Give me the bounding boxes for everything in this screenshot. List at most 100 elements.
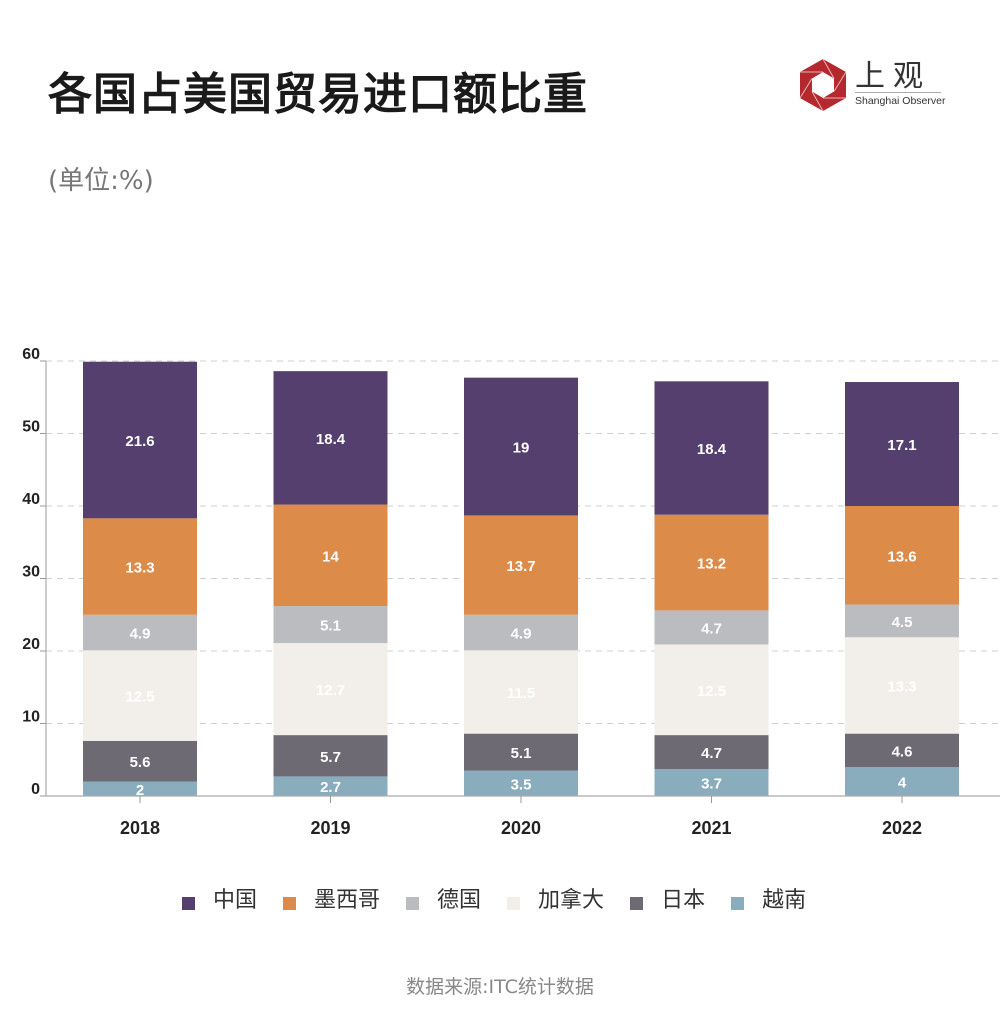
bar-segment xyxy=(273,735,388,777)
stacked-bar-chart: 25.612.54.913.321.62.75.712.75.11418.43.… xyxy=(22,346,1000,838)
bar-segment xyxy=(273,606,388,644)
bar-value-label: 21.6 xyxy=(125,433,154,450)
bars: 25.612.54.913.321.62.75.712.75.11418.43.… xyxy=(83,361,959,799)
bar-value-label: 5.7 xyxy=(320,749,341,766)
legend-swatch xyxy=(283,896,297,910)
bar-segment xyxy=(83,740,197,782)
bar-value-label: 13.2 xyxy=(697,556,726,573)
logo-divider xyxy=(855,92,941,93)
bar-segment xyxy=(83,518,197,615)
bar-value-label: 18.4 xyxy=(697,441,727,458)
bar-value-label: 4.7 xyxy=(701,745,722,762)
legend-label: 德国 xyxy=(437,888,482,913)
shanghai-observer-logo: 上观 Shanghai Observer xyxy=(795,55,945,115)
legend-label: 墨西哥 xyxy=(314,888,381,913)
bar-value-label: 13.6 xyxy=(887,548,916,565)
legend-label: 越南 xyxy=(762,888,807,913)
bar-value-label: 4.7 xyxy=(701,620,722,637)
legend-swatch xyxy=(630,896,644,910)
bar-segment xyxy=(845,506,959,605)
bar-value-label: 17.1 xyxy=(887,437,916,454)
bar-segment xyxy=(273,776,388,796)
legend-item: 越南 xyxy=(731,882,806,914)
y-tick-label: 50 xyxy=(22,419,40,436)
bar-value-label: 3.5 xyxy=(511,776,532,793)
bar-segment xyxy=(845,733,959,767)
bar-segment xyxy=(654,769,769,796)
bar-segment xyxy=(654,514,769,611)
bar-segment xyxy=(464,377,578,516)
bar-value-label: 12.7 xyxy=(316,682,345,699)
bar-stack-2020: 3.5 5.1 11.5 4.9 13.7 19 xyxy=(464,377,578,796)
bar-stack-2018: 2 5.6 12.5 4.9 13.3 21.6 xyxy=(83,361,197,799)
legend: 中国 墨西哥 德国 加拿大 日本 越南 xyxy=(182,882,832,914)
bar-segment xyxy=(464,770,578,796)
bar-segment xyxy=(273,371,388,505)
bar-value-label: 4.9 xyxy=(511,626,532,643)
legend-swatch xyxy=(507,896,521,910)
legend-label: 日本 xyxy=(661,888,706,913)
bar-value-label: 4.9 xyxy=(130,626,151,643)
bar-segment xyxy=(654,644,769,736)
bar-segment xyxy=(654,735,769,770)
y-tick-label: 10 xyxy=(22,709,40,726)
x-tick-label: 2020 xyxy=(501,818,541,838)
bar-segment xyxy=(83,361,197,519)
chart-title: 各国占美国贸易进口额比重 xyxy=(48,69,588,120)
hexagon-shutter-icon xyxy=(799,58,847,112)
axes: 0 10 20 30 40 50 60 2018 2019 2020 2021 2022 xyxy=(22,346,1000,838)
bar-segment xyxy=(845,637,959,734)
legend-swatch xyxy=(731,896,745,910)
bar-segment xyxy=(464,733,578,771)
unit-label: (单位:%) xyxy=(48,166,154,196)
legend-swatch xyxy=(406,896,420,910)
bar-value-label: 12.5 xyxy=(125,689,154,706)
data-source: 数据来源:ITC统计数据 xyxy=(406,976,594,998)
y-tick-label: 30 xyxy=(22,564,40,581)
bar-value-label: 13.3 xyxy=(887,678,916,695)
x-tick-label: 2019 xyxy=(310,818,350,838)
bar-value-label: 5.1 xyxy=(320,618,341,635)
legend-label: 中国 xyxy=(213,888,258,913)
bar-segment xyxy=(845,382,959,506)
bar-segment xyxy=(464,650,578,734)
logo-text-en: Shanghai Observer xyxy=(855,95,946,107)
bar-value-label: 11.5 xyxy=(507,685,535,702)
bar-value-label: 13.3 xyxy=(125,560,154,577)
y-tick-label: 60 xyxy=(22,346,40,363)
x-tick-label: 2022 xyxy=(882,818,922,838)
bar-value-label: 4.5 xyxy=(892,614,913,631)
legend-swatch xyxy=(182,896,195,910)
y-tick-label: 20 xyxy=(22,636,40,653)
y-tick-label: 40 xyxy=(22,491,40,508)
bar-segment xyxy=(464,614,578,651)
bar-value-label: 12.5 xyxy=(697,683,726,700)
bar-value-label: 19 xyxy=(513,440,530,457)
legend-label: 加拿大 xyxy=(538,888,605,913)
legend-item: 加拿大 xyxy=(507,882,604,914)
bar-stack-2019: 2.7 5.7 12.7 5.1 14 18.4 xyxy=(273,371,388,796)
bar-value-label: 2 xyxy=(136,782,144,799)
bar-value-label: 4 xyxy=(898,775,907,792)
bar-segment xyxy=(273,504,388,607)
y-tick-label: 0 xyxy=(31,781,40,798)
legend-item: 德国 xyxy=(406,882,481,914)
bar-stack-2022: 4 4.6 13.3 4.5 13.6 17.1 xyxy=(845,382,959,796)
x-tick-label: 2021 xyxy=(691,818,731,838)
bar-segment xyxy=(845,767,959,796)
bar-segment xyxy=(464,515,578,615)
x-tick-label: 2018 xyxy=(120,818,160,838)
bar-value-label: 3.7 xyxy=(701,776,722,793)
legend-item: 日本 xyxy=(630,882,705,914)
legend-item: 墨西哥 xyxy=(283,882,380,914)
logo-text-cn: 上观 xyxy=(855,59,931,94)
bar-segment xyxy=(83,614,197,651)
bar-value-label: 13.7 xyxy=(506,558,535,575)
bar-value-label: 4.6 xyxy=(892,743,913,760)
bar-value-label: 5.6 xyxy=(130,754,151,771)
bar-value-label: 2.7 xyxy=(320,779,341,796)
bar-segment xyxy=(83,781,197,796)
bar-segment xyxy=(83,650,197,741)
bar-value-label: 5.1 xyxy=(511,745,532,762)
bar-stack-2021: 3.7 4.7 12.5 4.7 13.2 18.4 xyxy=(654,381,769,796)
